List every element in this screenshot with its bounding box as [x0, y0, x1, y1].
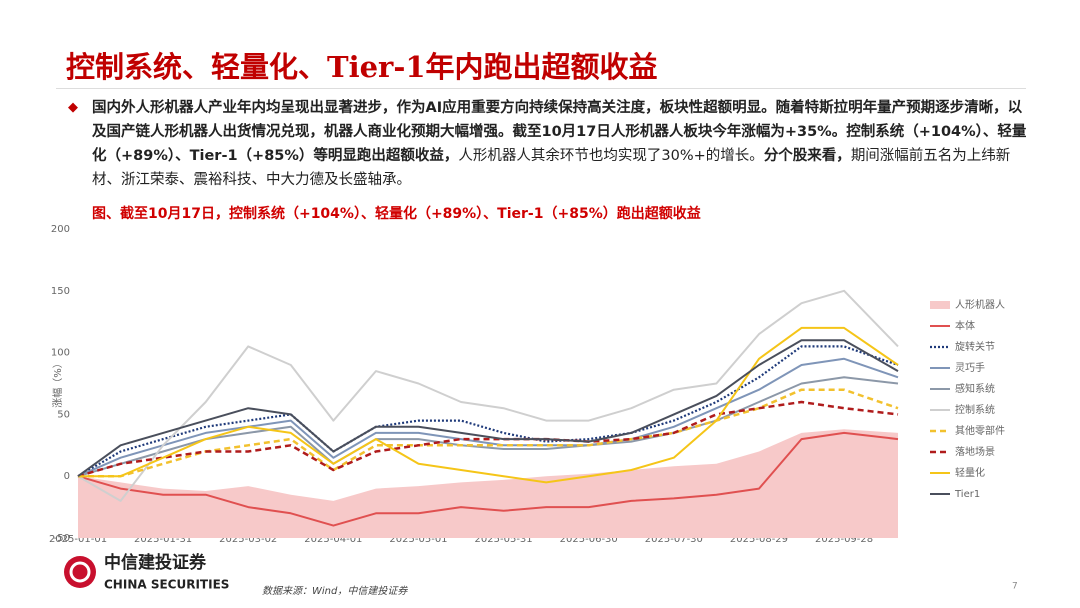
line [77, 357, 899, 478]
bullet-icon: ◆ [68, 100, 78, 115]
x-tick-label: 2025-05-31 [475, 534, 533, 545]
x-tick-label: 2025-06-30 [560, 534, 618, 545]
legend-label: 落地场景 [955, 445, 995, 458]
legend-label: 其他零部件 [955, 424, 1005, 437]
legend-label: Tier1 [954, 489, 980, 500]
text-segment: 期间涨幅前五名为上纬新材、浙江荣泰、震裕科技、中大力德及长盛轴承。 [92, 148, 1011, 188]
x-tick-label: 2025-04-01 [304, 534, 362, 545]
line [77, 339, 899, 478]
line [77, 431, 899, 527]
legend-label: 轻量化 [955, 466, 985, 479]
text-segment: 分个股来看， [763, 148, 851, 164]
y-tick-label: 200 [51, 224, 70, 235]
x-tick-label: 2025-07-30 [645, 534, 703, 545]
page-number: 7 [1012, 582, 1018, 592]
y-tick-label: -50 [54, 533, 70, 544]
x-tick-label: 2025-08-29 [730, 534, 788, 545]
line [78, 388, 899, 478]
slide-title: 控制系统、轻量化、Tier-1年内跑出超额收益 [66, 50, 658, 84]
legend-swatch [930, 301, 950, 309]
logo-icon [64, 556, 96, 588]
x-tick-label: 2025-01-01 [49, 534, 107, 545]
line [77, 289, 899, 502]
area [78, 429, 898, 538]
bullet-text: 国内外人形机器人产业年内均呈现出显著进步，作为AI应用重要方向持续保持高关注度，… [92, 96, 1032, 192]
y-axis-label: 涨幅（%） [51, 358, 64, 408]
chart-title: 图、截至10月17日，控制系统（+104%）、轻量化（+89%）、Tier-1（… [92, 205, 701, 222]
source: 数据来源：Wind，中信建投证券 [262, 585, 408, 597]
x-tick-label: 2025-01-31 [134, 534, 192, 545]
logo-en: CHINA SECURITIES [104, 578, 229, 592]
legend-label: 感知系统 [955, 382, 995, 395]
text-segment: 国内外人形机器人产业年内均呈现出显著进步，作为AI应用重要方向持续保持高关注度，… [92, 100, 1027, 164]
logo-icon-ring [69, 561, 91, 583]
text-segment: 人形机器人其余环节也均实现了30%+的增长。 [458, 148, 764, 164]
legend-label: 本体 [955, 319, 975, 332]
y-tick-label: 100 [51, 348, 70, 359]
x-tick-label: 2025-05-01 [389, 534, 447, 545]
legend-label: 灵巧手 [955, 361, 985, 374]
title-rule [56, 88, 1026, 89]
x-tick-label: 2025-09-28 [815, 534, 873, 545]
line [77, 345, 899, 478]
y-tick-label: 150 [51, 286, 70, 297]
legend-label: 人形机器人 [955, 298, 1005, 311]
y-tick-label: 0 [64, 471, 70, 482]
legend-label: 旋转关节 [955, 340, 995, 353]
x-tick-label: 2025-03-02 [219, 534, 277, 545]
y-tick-label: 50 [57, 409, 70, 420]
line [77, 400, 899, 478]
logo-cn: 中信建投证券 [104, 552, 207, 573]
legend-label: 控制系统 [955, 403, 995, 416]
